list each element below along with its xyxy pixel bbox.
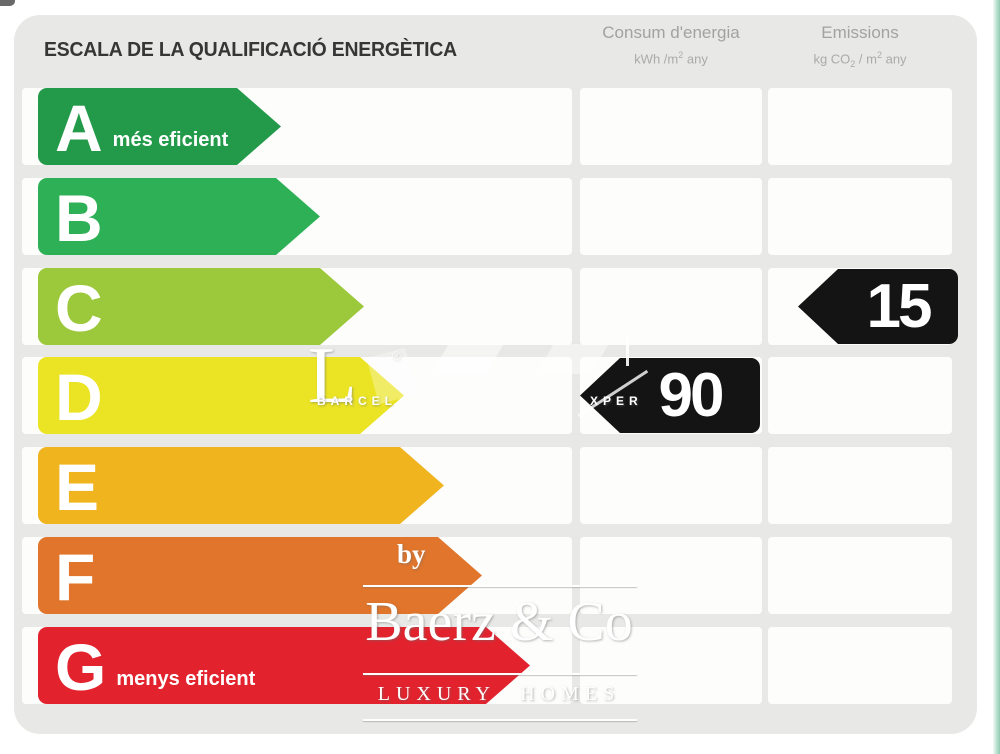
emissions-cell: [768, 178, 952, 255]
emissions-cell: [768, 357, 952, 434]
scale-arrow: G menys eficient: [38, 627, 486, 704]
scale-arrow: D: [38, 357, 360, 434]
emissions-rating-value: 15: [838, 269, 958, 344]
scale-arrow: E: [38, 447, 400, 524]
consum-cell: [580, 447, 762, 524]
watermark-divider: [363, 673, 637, 675]
emissions-column-header: Emissions kg CO2 / m2 any: [768, 23, 952, 69]
emissions-rating-arrow: 15: [798, 269, 958, 344]
consum-cell: [580, 627, 762, 704]
scale-letter: A: [55, 90, 103, 165]
scale-arrow: B: [38, 178, 276, 255]
consum-cell: [580, 178, 762, 255]
watermark-divider: [363, 585, 637, 587]
consum-cell: [580, 268, 762, 345]
consum-column-header: Consum d'energia kWh /m2 any: [580, 23, 762, 66]
scale-arrow: C: [38, 268, 320, 345]
scale-row: B: [14, 178, 977, 255]
scale-note: més eficient: [112, 129, 229, 151]
photo-edge: [993, 0, 1000, 754]
scale-letter: E: [55, 449, 100, 524]
emissions-label: Emissions: [821, 23, 899, 42]
scale-letter: G: [55, 629, 107, 704]
watermark-divider: [363, 719, 637, 721]
scale-letter: C: [55, 270, 103, 345]
scale-row: A més eficient: [14, 88, 977, 165]
scale-row: D: [14, 357, 977, 434]
emissions-cell: [768, 447, 952, 524]
consum-cell: [580, 88, 762, 165]
scale-row: E: [14, 447, 977, 524]
scale-row: F: [14, 537, 977, 614]
consum-rating-value: 90: [620, 358, 760, 433]
arrow-left-tip-icon: [580, 358, 620, 433]
consum-unit: kWh /m2 any: [634, 50, 708, 67]
photo-artifact: [0, 0, 15, 6]
certificate-panel: ESCALA DE LA QUALIFICACIÓ ENERGÈTICA Con…: [14, 15, 977, 734]
scale-row: G menys eficient: [14, 627, 977, 704]
scale-arrow: A més eficient: [38, 88, 237, 165]
scale-letter: F: [55, 539, 96, 614]
page-title: ESCALA DE LA QUALIFICACIÓ ENERGÈTICA: [44, 39, 458, 61]
scale-letter: B: [55, 180, 103, 255]
consum-rating-arrow: 90: [580, 358, 760, 433]
consum-label: Consum d'energia: [602, 23, 740, 42]
scale-arrow: F: [38, 537, 438, 614]
scale-note: menys eficient: [116, 668, 256, 690]
emissions-cell: [768, 537, 952, 614]
emissions-cell: [768, 88, 952, 165]
emissions-cell: [768, 627, 952, 704]
consum-cell: [580, 537, 762, 614]
emissions-unit: kg CO2 / m2 any: [813, 50, 907, 69]
scale-letter: D: [55, 359, 103, 434]
arrow-left-tip-icon: [798, 269, 838, 344]
